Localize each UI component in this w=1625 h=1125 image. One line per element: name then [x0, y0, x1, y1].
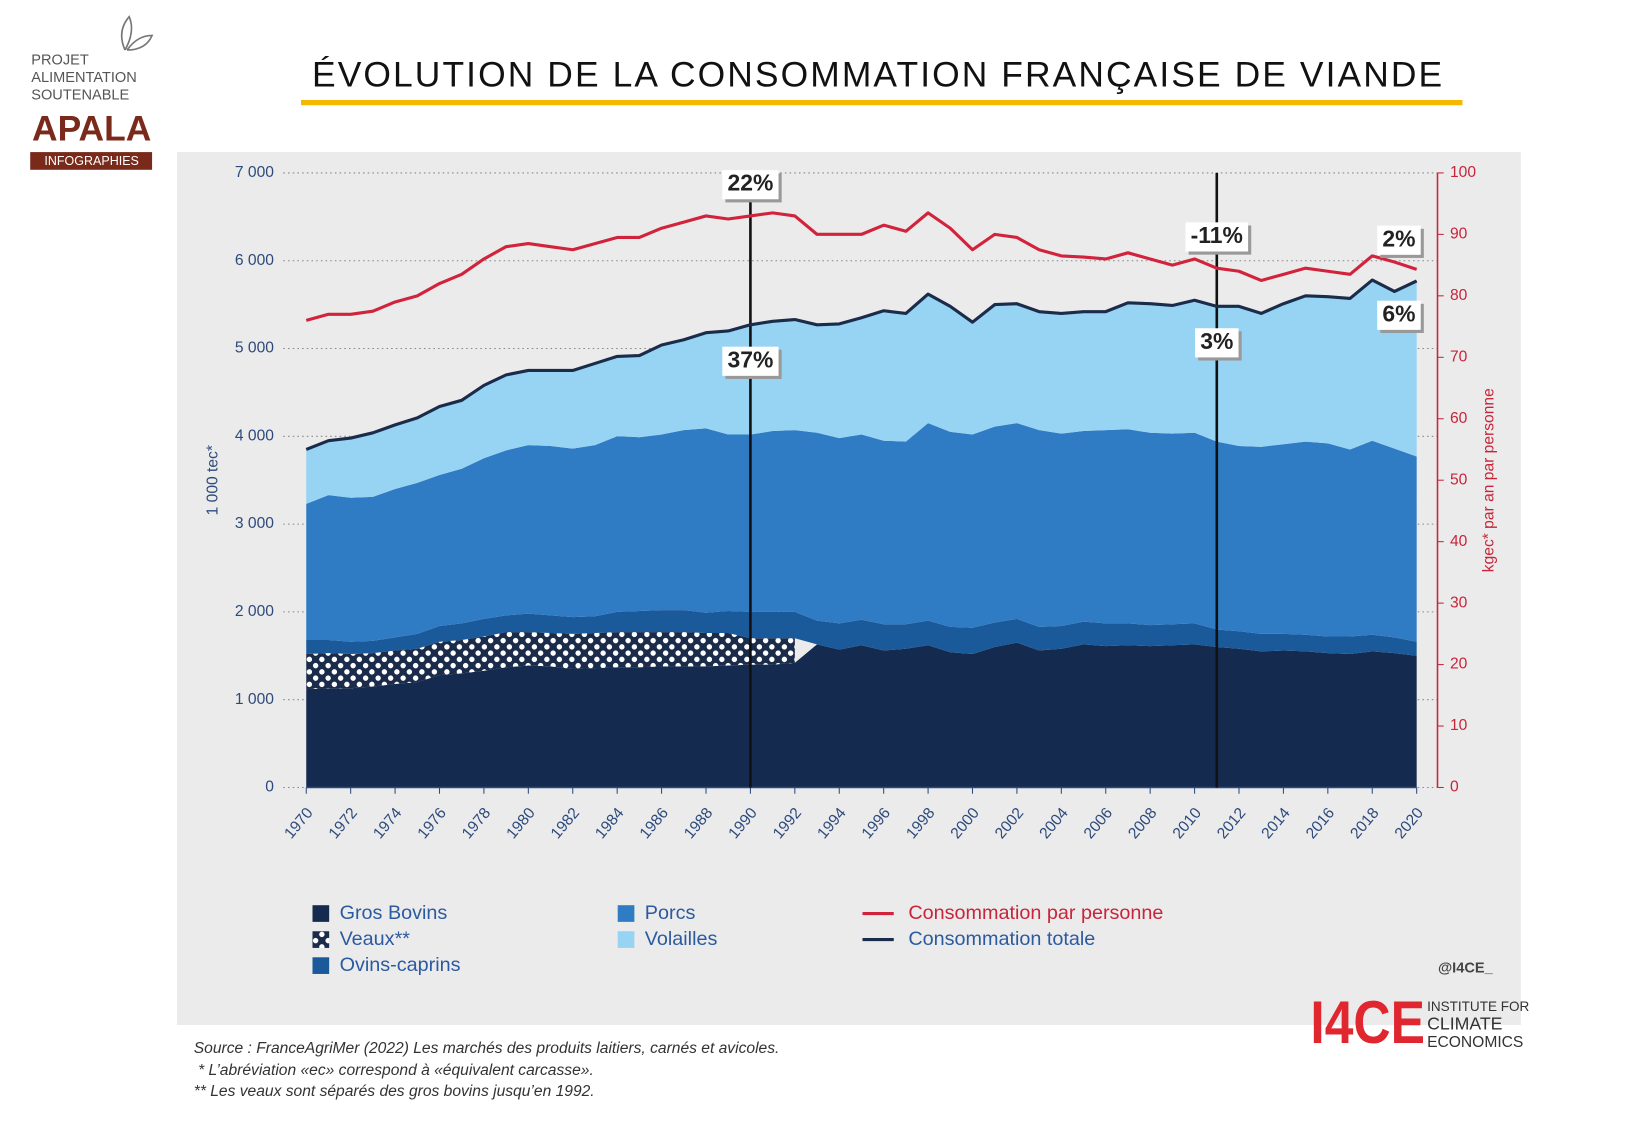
y-tick-label: 3 000 [235, 515, 274, 532]
line [305, 278, 1418, 451]
y2-axis-label: kgec* par an par personne [1481, 388, 1498, 572]
legend-label: Porcs [645, 902, 696, 924]
legend-label: Volailles [645, 928, 718, 950]
area [306, 280, 1417, 504]
source: ** Les veaux sont séparés des gros bovin… [194, 1083, 595, 1100]
area [306, 632, 795, 690]
org-logo: I4CE INSTITUTE FOR CLIMATE ECONOMICS [1310, 988, 1529, 1056]
area [306, 423, 1417, 642]
logo-line: SOUTENABLE [31, 88, 129, 104]
line [305, 211, 1418, 322]
y-tick-label: 6 000 [235, 252, 274, 269]
brand-band [30, 152, 153, 170]
y-axis-label: 1 000 tec* [205, 445, 222, 515]
annotation-box [1377, 225, 1421, 255]
source: Source : FranceAgriMer (2022) Les marché… [194, 1040, 780, 1057]
annotation-box [1185, 222, 1249, 252]
annotation: -11% [1191, 222, 1243, 248]
logo: PROJET ALIMENTATION SOUTENABLE APALA INF… [30, 15, 154, 170]
legend-label: Consommation totale [908, 928, 1095, 950]
credit: @I4CE_ [1438, 961, 1494, 977]
logo-leaf [120, 15, 154, 51]
y2-tick-label: 80 [1450, 287, 1468, 304]
legend-swatch [312, 931, 330, 948]
annotation: 2% [1382, 225, 1415, 251]
legend-label: Gros Bovins [340, 902, 448, 924]
annotation-box [722, 346, 779, 376]
annotation-box [1195, 328, 1239, 358]
org-name: CLIMATE [1427, 1014, 1503, 1034]
logo-line: ALIMENTATION [31, 70, 137, 86]
legend-swatch [617, 905, 635, 922]
org-name: ECONOMICS [1427, 1034, 1523, 1051]
plot: 0 1 000 2 000 3 000 4 000 5 000 6 000 7 000 0 10 2… [235, 164, 1476, 976]
area [306, 642, 1417, 788]
annotation-box [722, 170, 779, 200]
y-tick-label: 1 000 [235, 691, 274, 708]
y-tick-label: 0 [265, 779, 274, 796]
y2-tick-label: 70 [1450, 348, 1468, 365]
legend-swatch [312, 905, 330, 922]
y-tick-label: 2 000 [235, 603, 274, 620]
legend-label: Veaux** [340, 928, 411, 950]
annotation-box [1377, 300, 1421, 330]
logo-line: PROJET [31, 52, 89, 68]
page-title: ÉVOLUTION DE LA CONSOMMATION FRANÇAISE D… [312, 54, 1444, 94]
y-tick-label: 7 000 [235, 164, 274, 181]
y2-tick-label: 0 [1450, 779, 1459, 796]
legend-label: Consommation par personne [908, 902, 1163, 924]
area [306, 610, 1417, 656]
legend-swatch [617, 931, 635, 948]
brand: APALA [32, 109, 151, 149]
y2-tick-label: 40 [1450, 533, 1468, 550]
annotation: 37% [727, 346, 773, 372]
y2-tick-label: 50 [1450, 471, 1468, 488]
y-tick-label: 4 000 [235, 427, 274, 444]
y-tick-label: 5 000 [235, 340, 274, 357]
y2-tick-label: 60 [1450, 410, 1468, 427]
legend-swatch [312, 957, 330, 974]
org: I4CE [1310, 988, 1425, 1056]
annotation: 6% [1382, 300, 1415, 326]
org-name: INSTITUTE FOR [1427, 999, 1529, 1014]
annotation: 3% [1200, 328, 1233, 354]
source: * L’abréviation «ec» correspond à «équiv… [194, 1062, 594, 1079]
legend-label: Ovins-caprins [340, 954, 461, 976]
y2-tick-label: 20 [1450, 656, 1468, 673]
annotation: 22% [727, 170, 773, 196]
y2-tick-label: 10 [1450, 717, 1468, 734]
y2-tick-label: 30 [1450, 594, 1468, 611]
brand-sub: INFOGRAPHIES [44, 154, 138, 168]
y2-tick-label: 90 [1450, 226, 1468, 243]
y2-tick-label: 100 [1450, 164, 1476, 181]
title-underline [301, 100, 1463, 106]
